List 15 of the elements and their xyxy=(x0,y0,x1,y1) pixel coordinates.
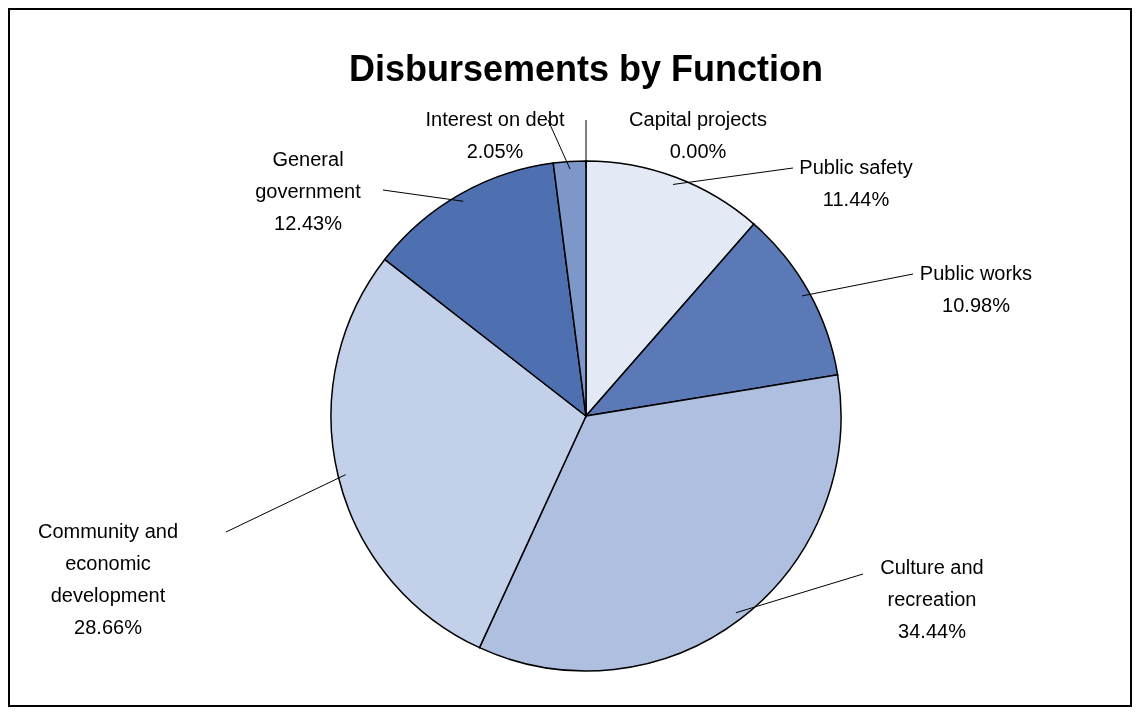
slice-label: Public safety xyxy=(799,156,913,178)
slice-label: Public works xyxy=(919,262,1033,284)
category-label: Capital projects xyxy=(629,108,767,130)
data-label: 10.98% xyxy=(942,294,1011,316)
slice-label: General government xyxy=(255,148,362,202)
data-label: 12.43% xyxy=(274,212,343,234)
data-label: 2.05% xyxy=(466,140,524,162)
chart-title: Disbursements by Function xyxy=(348,48,824,89)
slice-label: Community and economic development xyxy=(37,520,179,606)
data-label: 28.66% xyxy=(74,616,143,638)
data-label: 11.44% xyxy=(822,188,890,210)
data-label: 34.44% xyxy=(898,620,967,642)
slice-label: Culture and recreation xyxy=(880,556,984,610)
text: 0.00% xyxy=(669,140,727,162)
slice-label: Interest on debt xyxy=(425,108,565,130)
